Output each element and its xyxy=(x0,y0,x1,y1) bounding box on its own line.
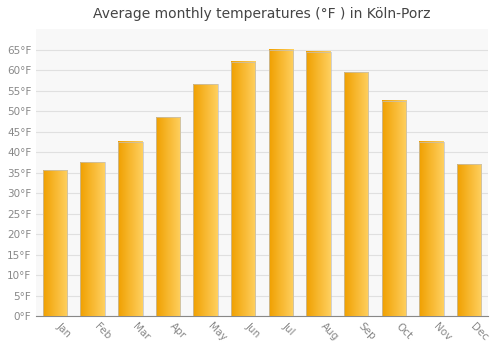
Bar xyxy=(118,142,142,316)
Bar xyxy=(80,162,105,316)
Bar xyxy=(268,50,293,316)
Title: Average monthly temperatures (°F ) in Köln-Porz: Average monthly temperatures (°F ) in Kö… xyxy=(94,7,431,21)
Bar xyxy=(231,62,256,316)
Bar xyxy=(457,164,481,316)
Bar xyxy=(306,51,330,316)
Bar xyxy=(194,84,218,316)
Bar xyxy=(43,170,67,316)
Bar xyxy=(382,101,406,316)
Bar xyxy=(344,72,368,316)
Bar xyxy=(419,142,444,316)
Bar xyxy=(156,117,180,316)
